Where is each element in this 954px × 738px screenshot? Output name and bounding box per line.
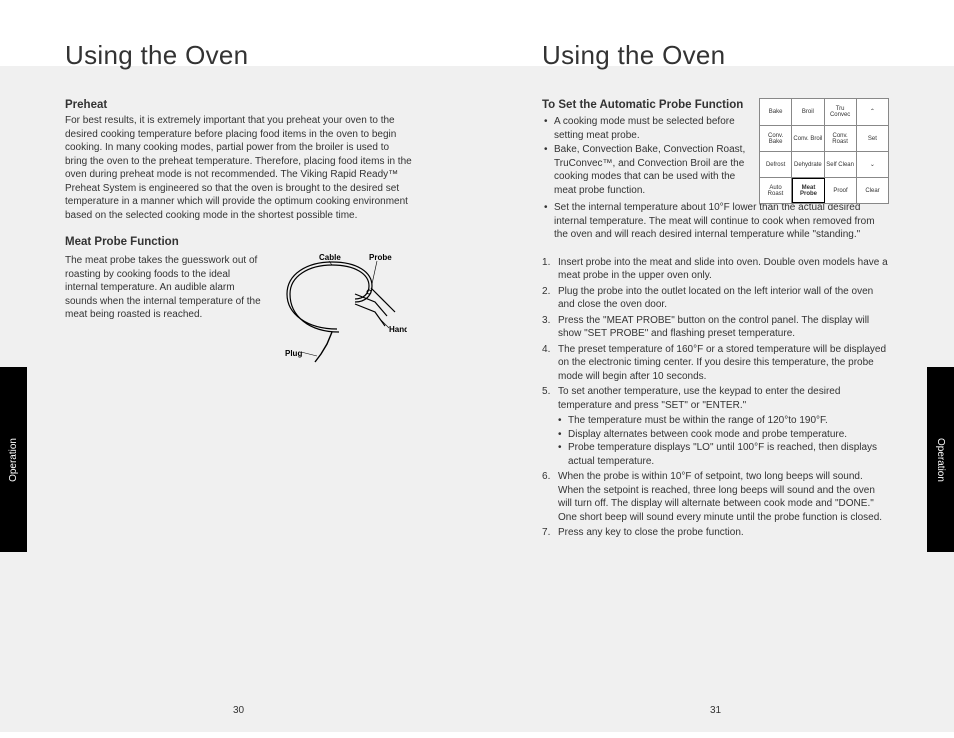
control-button-grid: Bake Broil Tru Convec ⌃ Conv. Bake Conv.… <box>759 98 889 204</box>
step: Plug the probe into the outlet located o… <box>542 285 889 312</box>
set-probe-heading: To Set the Automatic Probe Function <box>542 99 752 111</box>
sub-bullet: Probe temperature displays "LO" until 10… <box>558 441 889 468</box>
sub-bullet: Display alternates between cook mode and… <box>558 428 889 442</box>
label-probe: Probe <box>369 254 392 262</box>
grid-cell: Broil <box>792 99 824 125</box>
grid-cell: Bake <box>760 99 792 125</box>
grid-cell: Conv. Bake <box>760 126 792 151</box>
step: Press the "MEAT PROBE" button on the con… <box>542 314 889 341</box>
label-cable: Cable <box>319 254 341 262</box>
grid-cell: Conv. Broil <box>792 126 824 151</box>
bullet: Set the internal temperature about 10°F … <box>542 201 889 242</box>
step: The preset temperature of 160°F or a sto… <box>542 343 889 384</box>
grid-cell-meat-probe: Meat Probe <box>792 178 825 203</box>
preheat-heading: Preheat <box>65 99 412 111</box>
page-title: Using the Oven <box>542 40 889 71</box>
grid-cell: Tru Convec <box>825 99 857 125</box>
grid-cell: Set <box>857 126 888 151</box>
grid-cell: Auto Roast <box>760 178 792 203</box>
grid-cell: ⌃ <box>857 99 888 125</box>
bullet: Bake, Convection Bake, Convection Roast,… <box>542 143 752 197</box>
page-title: Using the Oven <box>65 40 412 71</box>
grid-cell: Dehydrate <box>792 152 824 177</box>
probe-steps: Insert probe into the meat and slide int… <box>542 256 889 540</box>
preheat-body: For best results, it is extremely import… <box>65 114 412 222</box>
step: To set another temperature, use the keyp… <box>542 385 889 468</box>
step: Insert probe into the meat and slide int… <box>542 256 889 283</box>
sub-bullet: The temperature must be within the range… <box>558 414 889 428</box>
bullet: A cooking mode must be selected before s… <box>542 115 752 142</box>
label-plug: Plug <box>285 349 302 358</box>
label-handles: Handles <box>389 325 407 334</box>
grid-cell: Clear <box>857 178 888 203</box>
grid-cell: Defrost <box>760 152 792 177</box>
page-number: 31 <box>710 705 721 716</box>
page-number: 30 <box>233 705 244 716</box>
probe-bullets: Set the internal temperature about 10°F … <box>542 201 889 242</box>
grid-cell: Self Clean <box>825 152 857 177</box>
meat-probe-body: The meat probe takes the guesswork out o… <box>65 254 265 322</box>
grid-cell: Conv. Roast <box>825 126 857 151</box>
page-30: Using the Oven Preheat For best results,… <box>0 0 477 738</box>
step: When the probe is within 10°F of setpoin… <box>542 470 889 524</box>
grid-cell: ⌄ <box>857 152 888 177</box>
step: Press any key to close the probe functio… <box>542 526 889 540</box>
probe-diagram: Cable Probe Handles Plug <box>277 254 407 374</box>
grid-cell: Proof <box>825 178 857 203</box>
probe-bullets: A cooking mode must be selected before s… <box>542 115 752 197</box>
meat-probe-heading: Meat Probe Function <box>65 236 412 248</box>
